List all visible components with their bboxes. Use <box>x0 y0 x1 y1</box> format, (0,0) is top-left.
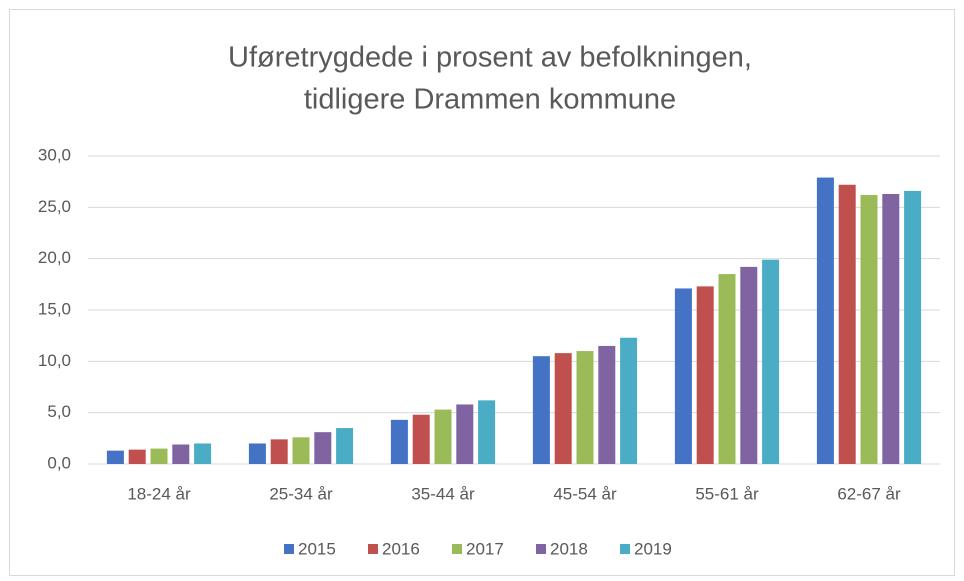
y-tick-label: 0,0 <box>47 453 71 472</box>
legend-label: 2017 <box>466 539 504 558</box>
bar <box>762 259 780 464</box>
bar <box>128 449 146 464</box>
x-tick-label: 25-34 år <box>269 484 333 503</box>
bar <box>532 356 550 464</box>
x-tick-label: 35-44 år <box>411 484 475 503</box>
x-tick-label: 62-67 år <box>837 484 901 503</box>
bar <box>292 437 310 464</box>
bar <box>106 450 124 464</box>
legend-label: 2016 <box>382 539 420 558</box>
chart-title: tidligere Drammen kommune <box>304 84 676 116</box>
legend-swatch <box>284 544 294 554</box>
x-tick-label: 55-61 år <box>695 484 759 503</box>
y-tick-label: 20,0 <box>38 248 71 267</box>
legend-swatch <box>452 544 462 554</box>
bar <box>456 404 474 464</box>
bar <box>904 190 922 464</box>
bar <box>172 444 190 464</box>
bar <box>150 448 168 464</box>
bar <box>860 195 878 464</box>
bar <box>434 409 452 464</box>
bar <box>194 443 212 464</box>
bar <box>336 428 354 464</box>
bar <box>816 177 834 464</box>
bar <box>248 443 266 464</box>
bar <box>576 351 594 464</box>
chart-title: Uføretrygdede i prosent av befolkningen, <box>228 42 752 74</box>
y-tick-label: 5,0 <box>47 402 71 421</box>
legend-swatch <box>368 544 378 554</box>
y-tick-label: 25,0 <box>38 197 71 216</box>
bar <box>314 432 332 464</box>
bar <box>412 414 430 464</box>
bar <box>478 400 496 464</box>
bar <box>674 288 692 464</box>
legend-label: 2019 <box>634 539 672 558</box>
legend-swatch <box>536 544 546 554</box>
x-tick-label: 45-54 år <box>553 484 617 503</box>
chart-frame <box>9 9 955 576</box>
bar <box>696 286 714 464</box>
bar <box>598 345 616 464</box>
x-tick-label: 18-24 år <box>127 484 191 503</box>
legend-label: 2018 <box>550 539 588 558</box>
bar <box>620 337 638 464</box>
bar <box>270 439 288 464</box>
bar <box>740 266 758 464</box>
y-tick-label: 10,0 <box>38 351 71 370</box>
y-tick-label: 15,0 <box>38 299 71 318</box>
bar <box>882 193 900 464</box>
bar <box>554 353 572 464</box>
bar <box>838 184 856 464</box>
y-tick-label: 30,0 <box>38 145 71 164</box>
legend-swatch <box>620 544 630 554</box>
bar <box>718 274 736 464</box>
legend-label: 2015 <box>298 539 336 558</box>
bar <box>390 419 408 464</box>
